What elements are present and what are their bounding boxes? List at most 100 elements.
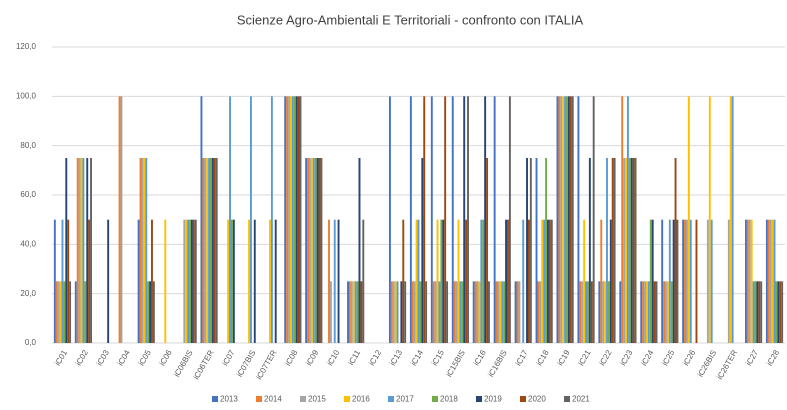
bar: [775, 281, 778, 343]
legend-swatch: [476, 396, 482, 402]
bar: [423, 96, 426, 343]
bar: [666, 281, 669, 343]
bar: [493, 96, 496, 343]
x-tick-label: iC06TER: [192, 348, 216, 381]
bar: [269, 219, 271, 343]
bar: [457, 219, 460, 343]
bar: [141, 158, 144, 343]
x-tick-label: iC18: [535, 348, 551, 367]
x-tick-label: iC08: [283, 348, 299, 367]
x-tick-label: iC26TER: [715, 348, 739, 381]
bar: [507, 219, 509, 343]
bar: [547, 219, 549, 343]
bar: [581, 281, 584, 343]
bar: [651, 219, 654, 343]
bar: [647, 281, 650, 343]
bar: [508, 96, 511, 343]
bar: [529, 158, 532, 343]
bar: [149, 281, 152, 343]
bar: [665, 281, 667, 343]
bar: [556, 96, 559, 343]
bar: [499, 281, 502, 343]
bar: [685, 219, 688, 343]
bar: [415, 219, 418, 343]
bar: [307, 158, 310, 343]
bar: [139, 158, 142, 343]
x-tick-label: iC12: [367, 348, 383, 367]
bar: [232, 219, 235, 343]
bar: [748, 219, 751, 343]
bar: [314, 158, 317, 343]
bar: [328, 219, 330, 343]
x-tick-label: iC07BIS: [235, 349, 257, 379]
bar: [213, 158, 216, 343]
bar: [250, 96, 252, 343]
bar: [623, 158, 626, 343]
bar: [299, 96, 302, 343]
bar: [661, 219, 664, 343]
bar: [430, 96, 433, 343]
bar: [446, 281, 449, 343]
bar: [632, 158, 635, 343]
bar: [758, 281, 761, 343]
legend-swatch: [432, 396, 438, 402]
bar: [628, 158, 631, 343]
bar: [769, 219, 772, 343]
bar: [76, 158, 79, 343]
bar: [192, 219, 195, 343]
bar: [208, 158, 211, 343]
bar: [472, 281, 475, 343]
bar: [316, 158, 319, 343]
bar: [607, 281, 610, 343]
bar: [82, 158, 85, 343]
bar: [577, 96, 580, 343]
x-tick-label: iC16: [472, 348, 488, 367]
y-tick-label: 120,0: [16, 42, 37, 51]
bar: [350, 281, 353, 343]
bar: [356, 281, 359, 343]
bar: [434, 281, 437, 343]
bar: [653, 281, 656, 343]
bar: [227, 219, 230, 343]
bar: [164, 219, 167, 343]
bar: [253, 219, 256, 343]
bar: [514, 281, 517, 343]
bar: [442, 219, 445, 343]
bar: [78, 158, 81, 343]
bar: [360, 281, 363, 343]
bar: [411, 281, 414, 343]
bar: [436, 219, 439, 343]
bar: [413, 281, 416, 343]
bar: [320, 158, 323, 343]
bar: [756, 281, 759, 343]
x-tick-label: iC14: [409, 348, 425, 367]
bar: [609, 219, 612, 343]
legend-swatch: [344, 396, 350, 402]
x-tick-label: iC15: [430, 348, 446, 367]
bar: [438, 281, 441, 343]
bar: [566, 96, 568, 343]
bar: [80, 158, 83, 343]
bar: [495, 281, 498, 343]
x-tick-label: iC28: [765, 348, 781, 367]
chart-title: Scienze Agro-Ambientali E Territoriali -…: [237, 12, 584, 27]
bar: [501, 281, 504, 343]
x-tick-label: iC16BIS: [486, 349, 508, 379]
bar: [88, 219, 91, 343]
bar: [668, 219, 671, 343]
bar: [606, 158, 608, 343]
legend-label: 2016: [352, 395, 370, 404]
x-tick-label: iC02: [74, 348, 90, 367]
bar: [409, 96, 412, 343]
bar: [767, 219, 770, 343]
bar: [684, 219, 686, 343]
bar: [484, 96, 487, 343]
bar: [463, 96, 466, 343]
bar: [674, 158, 677, 343]
bar: [143, 158, 146, 343]
x-tick-label: iC27: [744, 348, 760, 367]
bar: [211, 158, 214, 343]
x-tick-label: iC10: [325, 348, 341, 367]
x-tick-label: iC03: [95, 348, 111, 367]
